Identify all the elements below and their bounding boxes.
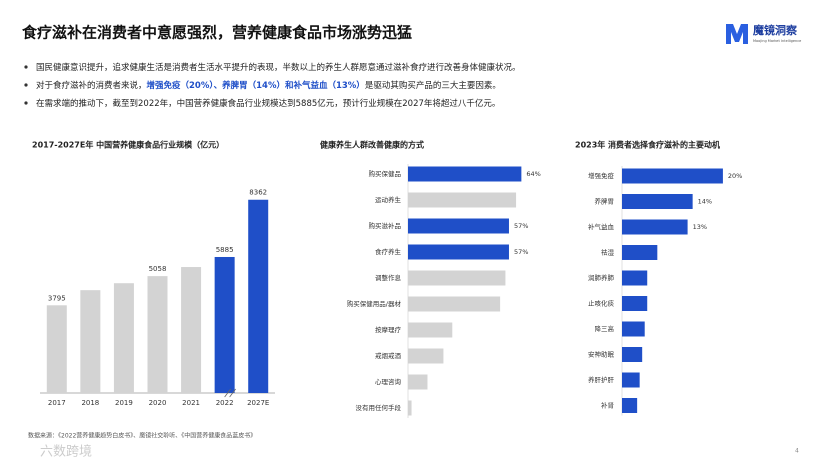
y-tick-label: 降三高 — [595, 324, 615, 333]
bar — [622, 270, 648, 286]
bar — [408, 348, 444, 364]
logo-mark — [726, 24, 748, 44]
text-span: 国民健康意识提升，追求健康生活是消费者生活水平提升的表现，半数以上的养生人群愿意… — [36, 62, 521, 73]
bullet-dot — [24, 83, 28, 87]
y-tick-label: 补气益血 — [588, 222, 615, 231]
bullet-text: 对于食疗滋补的消费者来说，增强免疫（20%）、养脾胃（14%）和补气益血（13%… — [36, 80, 501, 91]
x-tick-label: 2018 — [81, 399, 99, 407]
bullet-text: 国民健康意识提升，追求健康生活是消费者生活水平提升的表现，半数以上的养生人群愿意… — [36, 62, 521, 73]
value-label: 57% — [514, 248, 528, 256]
bar — [408, 192, 517, 208]
y-tick-label: 润肺养肺 — [588, 273, 615, 282]
bar — [181, 267, 202, 393]
bullet-text: 在需求端的推动下，截至到2022年，中国营养健康食品行业规模达到5885亿元，预… — [36, 98, 500, 109]
text-span: 在需求端的推动下，截至到2022年，中国营养健康食品行业规模达到5885亿元，预… — [36, 98, 500, 109]
x-tick-label: 2022 — [216, 399, 234, 407]
bar — [113, 283, 134, 393]
chart-title: 健康养生人群改善健康的方式 — [320, 140, 424, 150]
bar — [408, 400, 412, 416]
bar — [622, 168, 723, 184]
highlight-text: 增强免疫（20%）、养脾胃（14%）和补气益血（13%） — [147, 80, 365, 91]
x-tick-label: 2017 — [48, 399, 66, 407]
bar — [622, 219, 688, 235]
page-number: 4 — [795, 448, 799, 455]
logo-subtext: Moojing Market Intelligence — [753, 39, 801, 43]
y-tick-label: 调整作息 — [375, 273, 402, 282]
bar — [46, 305, 67, 393]
value-label: 5885 — [216, 246, 234, 254]
value-label: 57% — [514, 222, 528, 230]
axis-break — [224, 388, 231, 398]
bullet-dot — [24, 65, 28, 69]
y-tick-label: 心理咨询 — [375, 377, 402, 386]
y-tick-label: 没有用任何手段 — [356, 403, 402, 412]
y-tick-label: 戒烟戒酒 — [375, 351, 402, 360]
bar — [622, 372, 640, 388]
y-tick-label: 购买滋补品 — [369, 221, 402, 230]
y-tick-label: 安神助眠 — [588, 350, 615, 359]
bar — [80, 290, 101, 393]
y-tick-label: 购买保健用品/器材 — [347, 299, 402, 308]
bar — [622, 398, 638, 413]
y-tick-label: 补肾 — [601, 401, 615, 410]
axis-break — [229, 388, 236, 398]
bullet-dot — [24, 101, 28, 105]
value-label: 3795 — [48, 294, 66, 302]
y-tick-label: 养肝护肝 — [588, 375, 615, 384]
bar — [622, 245, 658, 260]
y-tick-label: 食疗养生 — [375, 247, 402, 256]
y-tick-label: 养脾胃 — [595, 197, 615, 206]
logo-text: 魔镜洞察 — [753, 23, 798, 37]
chart-title: 2023年 消费者选择食疗滋补的主要动机 — [575, 140, 720, 150]
text-span: 对于食疗滋补的消费者来说， — [36, 80, 147, 91]
bar — [408, 270, 506, 286]
value-label: 13% — [693, 223, 707, 231]
y-tick-label: 运动养生 — [375, 195, 402, 204]
bar — [214, 256, 235, 393]
bar — [622, 347, 643, 362]
bar — [622, 194, 693, 209]
bar — [622, 296, 648, 311]
value-label: 14% — [698, 198, 712, 206]
value-label: 64% — [526, 170, 540, 178]
text-span: 是驱动其购买产品的三大主要因素。 — [365, 80, 501, 91]
bar — [147, 276, 168, 393]
x-tick-label: 2019 — [115, 399, 133, 407]
x-tick-label: 2021 — [182, 399, 200, 407]
x-tick-label: 2027E — [247, 399, 269, 407]
y-tick-label: 按摩理疗 — [375, 325, 402, 334]
watermark: 六数跨境 — [40, 445, 92, 460]
bar — [408, 244, 509, 260]
chart-title: 2017-2027E年 中国营养健康食品行业规模（亿元） — [32, 140, 224, 150]
bar — [408, 296, 501, 312]
y-tick-label: 购买保健品 — [369, 169, 402, 178]
value-label: 20% — [728, 172, 742, 180]
y-tick-label: 增强免疫 — [588, 171, 615, 180]
value-label: 5058 — [149, 265, 167, 273]
value-label: 8362 — [249, 189, 267, 197]
bar — [408, 166, 522, 182]
logo: 魔镜洞察 Moojing Market Intelligence — [726, 23, 801, 44]
y-tick-label: 止咳化痰 — [588, 299, 615, 308]
slide-title: 食疗滋补在消费者中意愿强烈，营养健康食品市场涨势迅猛 — [22, 24, 412, 42]
bar — [622, 321, 645, 337]
y-tick-label: 祛湿 — [601, 248, 615, 257]
source: 数据来源：《2022营养健康趋势白皮书》、魔镜社交聆听、《中国营养健康食品蓝皮书… — [28, 432, 256, 440]
bar — [408, 374, 428, 390]
bar — [248, 199, 269, 393]
bullets: 国民健康意识提升，追求健康生活是消费者生活水平提升的表现，半数以上的养生人群愿意… — [24, 62, 521, 109]
bar — [408, 322, 453, 338]
bar — [408, 218, 509, 234]
x-tick-label: 2020 — [149, 399, 167, 407]
